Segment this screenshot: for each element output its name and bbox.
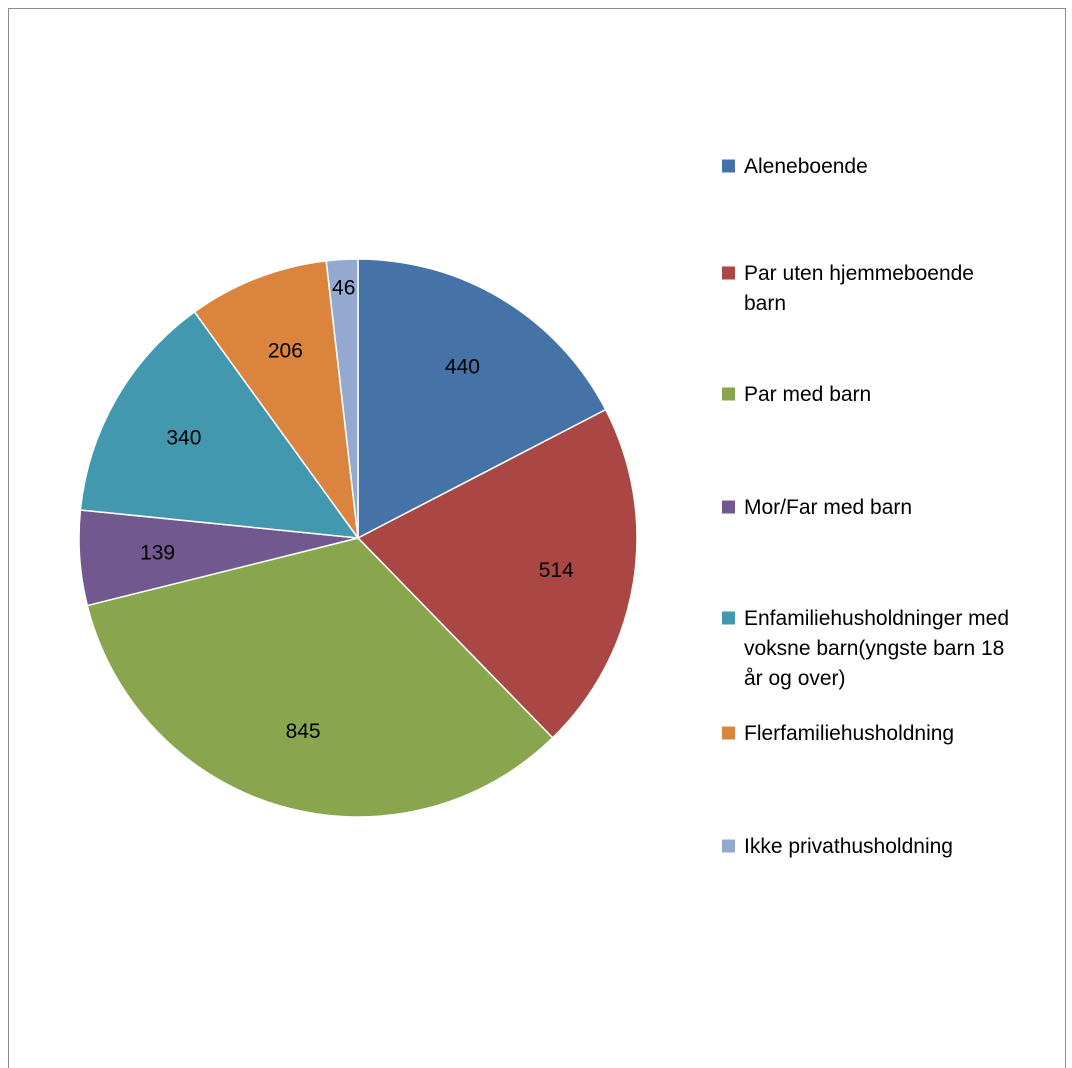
pie-data-labels: 440 514 845 139 340 206 46	[140, 276, 574, 743]
pie-slice-enfamiliehusholdninger-med-voksne-barn-yngste-barn-18-ar-og-over	[79, 311, 359, 539]
data-label-flerfamiliehusholdning: 206	[268, 340, 303, 363]
legend-marker	[722, 611, 735, 625]
legend-label: Enfamiliehusholdninger med	[744, 607, 1009, 630]
legend-marker	[722, 726, 735, 740]
legend-label: Par med barn	[744, 383, 871, 406]
legend-label: Par uten hjemmeboende	[744, 262, 974, 285]
data-label-aleneboende: 440	[445, 355, 480, 378]
legend-label: barn	[744, 292, 786, 315]
pie-slice-ikke-privathusholdning	[325, 258, 359, 539]
legend-item-mor-far-med-barn: Mor/Far med barn	[722, 496, 912, 519]
pie-slice-aleneboende	[357, 258, 607, 539]
legend-label: Mor/Far med barn	[744, 496, 912, 519]
legend-item-par-med-barn: Par med barn	[722, 383, 871, 406]
legend-marker	[722, 266, 735, 280]
legend-marker	[722, 159, 735, 173]
legend-item-enfamiliehusholdninger-med-voksne-barn-yngste-barn-18-ar-og-over: Enfamiliehusholdninger med voksne barn(yn…	[722, 607, 1009, 690]
legend-label: Ikke privathusholdning	[744, 835, 953, 858]
pie-slice-par-med-barn	[86, 537, 554, 818]
legend-marker	[722, 387, 735, 401]
data-label-mor-far-med-barn: 139	[140, 542, 175, 565]
legend-label: voksne barn(yngste barn 18	[744, 637, 1004, 660]
pie-slices	[78, 258, 638, 818]
data-label-ikke-privathusholdning: 46	[332, 276, 355, 299]
legend-marker	[722, 839, 735, 853]
legend-item-aleneboende: Aleneboende	[722, 155, 868, 178]
legend-marker	[722, 500, 735, 514]
pie-slice-par-uten-hjemmeboende-barn	[357, 408, 638, 739]
legend-item-flerfamiliehusholdning: Flerfamiliehusholdning	[722, 722, 954, 745]
data-label-par-uten-hjemmeboende-barn: 514	[539, 559, 574, 582]
data-label-enfamiliehusholdninger-med-voksne-barn-yngste-barn-18-ar-og-over: 340	[166, 427, 201, 450]
legend-label: Aleneboende	[744, 155, 868, 178]
legend-item-par-uten-hjemmeboende-barn: Par uten hjemmeboende barn	[722, 262, 974, 315]
pie-slice-flerfamiliehusholdning	[193, 260, 359, 539]
legend-label: Flerfamiliehusholdning	[744, 722, 954, 745]
legend-item-ikke-privathusholdning: Ikke privathusholdning	[722, 835, 953, 858]
legend-label: år og over)	[744, 667, 846, 690]
data-label-par-med-barn: 845	[286, 720, 321, 743]
